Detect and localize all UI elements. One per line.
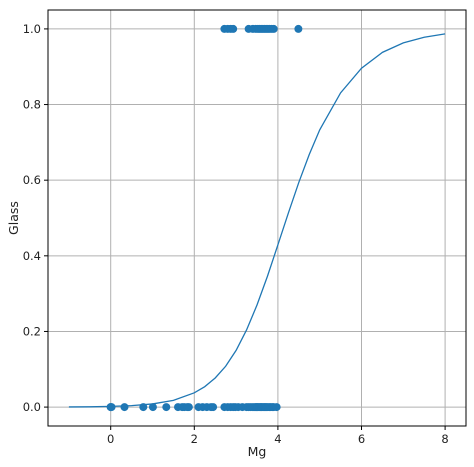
y-tick-label: 0.2 [23,324,41,338]
logistic-curve [68,33,446,408]
scatter-point [107,403,116,412]
scatter-point [269,24,278,33]
y-axis-label: Glass [6,201,21,235]
scatter-point [139,403,148,412]
y-tick-label: 0.8 [23,98,41,112]
grid-lines [48,10,466,426]
x-tick-label: 0 [107,432,114,446]
x-axis-ticks: 0 2 4 6 8 [107,426,449,446]
scatter-point [184,403,193,412]
scatter-point [162,403,171,412]
x-axis-label: Mg [248,444,267,459]
scatter-point [209,403,218,412]
y-tick-label: 0.6 [23,173,41,187]
x-tick-label: 2 [191,432,198,446]
y-tick-label: 0.0 [23,400,41,414]
scatter-point [294,24,303,33]
plot-frame [47,9,467,427]
logistic-curve-layer [68,33,446,408]
scatter-point [229,24,238,33]
x-tick-label: 8 [441,432,448,446]
scatter-points-layer [106,24,303,412]
y-axis-ticks: 0.0 0.2 0.4 0.6 0.8 1.0 [23,22,48,414]
scatter-point [272,403,281,412]
scatter-point [148,403,157,412]
scatter-point [120,403,129,412]
y-tick-label: 0.4 [23,249,41,263]
x-tick-label: 6 [358,432,365,446]
x-tick-label: 4 [274,432,281,446]
y-tick-label: 1.0 [23,22,41,36]
